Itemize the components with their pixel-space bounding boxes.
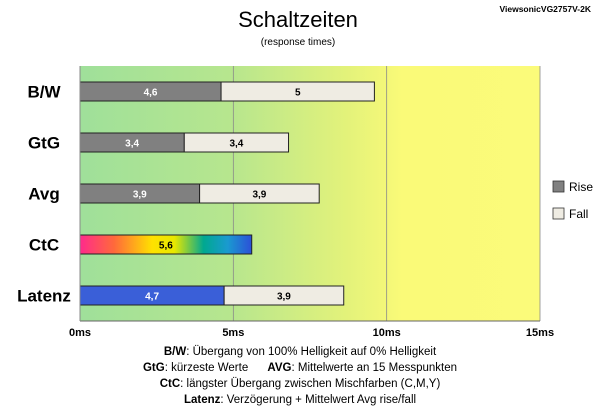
footnote-gtg-avg: GtG: kürzeste Werte AVG: Mittelwerte an … (0, 360, 600, 376)
x-tick-labels: 0ms 5ms 10ms 15ms (69, 327, 554, 339)
footnotes: B/W: Übergang von 100% Helligkeit auf 0%… (0, 344, 600, 408)
legend: Rise Fall (552, 180, 593, 221)
footnote-key: GtG (142, 362, 165, 374)
bar-rise-label: 3,4 (125, 139, 139, 150)
legend-swatch-fall (552, 207, 565, 220)
footnote-text: : Übergang von 100% Helligkeit auf 0% He… (186, 346, 437, 358)
bar-fall-label: 3,9 (252, 190, 266, 201)
bar-fall-label: 3,9 (277, 292, 291, 303)
bar-fall (220, 81, 375, 102)
response-time-chart: Schaltzeiten (response times) ViewsonicV… (17, 4, 593, 339)
category-label: Latenz (17, 287, 71, 306)
monitor-model-label: ViewsonicVG2757V-2K (499, 4, 591, 14)
category-label: B/W (27, 83, 61, 102)
bar-fall (183, 132, 290, 153)
footnote-text: : Verzögerung + Mittelwert Avg rise/fall (220, 394, 417, 406)
footnote-key: CtC (159, 378, 181, 390)
footnote-latenz: Latenz: Verzögerung + Mittelwert Avg ris… (0, 392, 600, 408)
x-tick-label: 5ms (222, 327, 244, 339)
bar-fall (223, 285, 345, 306)
category-label: Avg (28, 185, 60, 204)
category-label: GtG (28, 134, 60, 153)
bar-rise-label: 4,6 (144, 88, 158, 99)
footnote-ctc: CtC: längster Übergang zwischen Mischfar… (0, 376, 600, 392)
x-tick-label: 15ms (526, 327, 554, 339)
bar-fall-label: 3,4 (229, 139, 243, 150)
footnote-text: : Mittelwerte an 15 Messpunkten (291, 362, 458, 374)
legend-label-fall: Fall (569, 207, 588, 221)
bar-rise-label: 3,9 (133, 190, 147, 201)
chart-title: Schaltzeiten (238, 7, 358, 32)
bar-fall (199, 183, 320, 204)
bar-rise-label: 5,6 (159, 241, 173, 252)
legend-swatch-rise (552, 180, 565, 193)
x-tick-label: 10ms (373, 327, 401, 339)
footnote-key: Latenz (183, 394, 221, 406)
footnote-key: AVG (267, 362, 292, 374)
category-labels: B/W GtG Avg CtC Latenz (17, 83, 71, 306)
bar-rise-label: 4,7 (145, 292, 159, 303)
footnote-text: : längster Übergang zwischen Mischfarben… (180, 378, 441, 390)
footnote-key: B/W (163, 346, 187, 358)
footnote-bw: B/W: Übergang von 100% Helligkeit auf 0%… (0, 344, 600, 360)
category-label: CtC (29, 236, 59, 255)
x-tick-label: 0ms (69, 327, 91, 339)
legend-label-rise: Rise (569, 180, 593, 194)
bars: 4,6 5 3,4 3,4 3,9 3,9 5,6 4,7 3,9 (79, 81, 375, 306)
chart-subtitle: (response times) (261, 37, 335, 48)
bar-fall-label: 5 (295, 88, 301, 99)
footnote-text: : kürzeste Werte (164, 362, 249, 374)
